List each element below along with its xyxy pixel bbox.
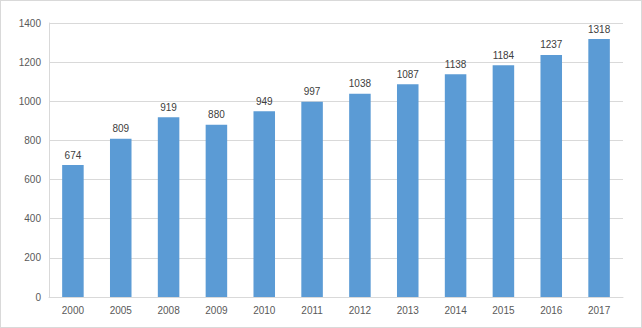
svg-text:880: 880 [208,109,225,120]
svg-text:1138: 1138 [445,59,467,70]
svg-text:200: 200 [24,252,41,263]
svg-text:800: 800 [24,135,41,146]
svg-text:1400: 1400 [19,18,42,29]
svg-text:674: 674 [65,150,82,161]
svg-text:919: 919 [160,102,177,113]
svg-text:1318: 1318 [588,24,611,35]
svg-text:1038: 1038 [349,78,372,89]
svg-text:0: 0 [35,292,41,303]
svg-text:2008: 2008 [157,305,180,316]
svg-text:2005: 2005 [110,305,133,316]
svg-text:400: 400 [24,213,41,224]
svg-text:2009: 2009 [205,305,228,316]
svg-text:600: 600 [24,174,41,185]
svg-text:2017: 2017 [588,305,611,316]
svg-text:2015: 2015 [492,305,515,316]
svg-text:2012: 2012 [349,305,372,316]
svg-text:2011: 2011 [301,305,323,316]
svg-text:997: 997 [304,86,321,97]
svg-text:1000: 1000 [19,96,42,107]
svg-text:949: 949 [256,96,273,107]
svg-text:1087: 1087 [397,69,420,80]
svg-text:1200: 1200 [19,57,42,68]
svg-text:1184: 1184 [493,50,515,61]
svg-text:809: 809 [112,123,129,134]
svg-text:1237: 1237 [540,39,563,50]
svg-text:2000: 2000 [62,305,85,316]
svg-text:2016: 2016 [540,305,563,316]
svg-text:2010: 2010 [253,305,276,316]
svg-text:2014: 2014 [444,305,467,316]
svg-text:2013: 2013 [397,305,420,316]
